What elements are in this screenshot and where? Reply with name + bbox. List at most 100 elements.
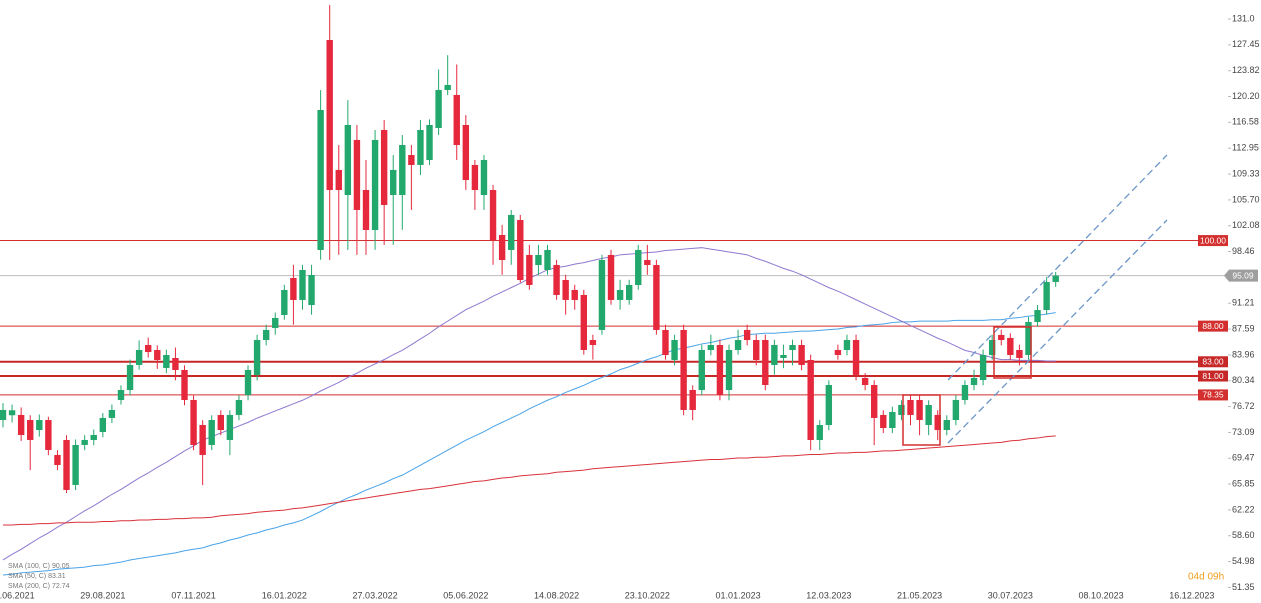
- candle-body: [126, 364, 134, 391]
- candle-body: [117, 390, 125, 400]
- candle-body: [145, 345, 152, 353]
- y-tick-label: 98.46: [1232, 246, 1255, 256]
- candle-body: [81, 439, 88, 445]
- candle-body: [834, 350, 842, 355]
- candle-body: [471, 164, 479, 191]
- candle-body: [54, 454, 61, 466]
- candle-body: [480, 159, 488, 196]
- candle-body: [889, 411, 896, 429]
- y-tick-label: 87.59: [1232, 323, 1255, 333]
- candle-body: [852, 340, 860, 375]
- legend-entry: SMA (200, C) 72.74: [8, 583, 70, 590]
- level-tag: [1198, 356, 1228, 368]
- candle-body: [1034, 310, 1041, 322]
- candle-body: [979, 354, 987, 381]
- candle-body: [662, 329, 669, 355]
- y-tick-label: 127.45: [1232, 39, 1260, 49]
- candle-body: [988, 340, 996, 355]
- candle-body: [943, 420, 950, 431]
- candles-layer: [0, 4, 1059, 493]
- candle-body: [362, 190, 370, 231]
- x-tick-label: 30.07.2023: [988, 590, 1033, 600]
- y-tick-label: 69.47: [1232, 453, 1255, 463]
- candle-body: [63, 439, 70, 490]
- candle-body: [843, 340, 851, 351]
- candle-body: [616, 289, 624, 300]
- candle-body: [172, 357, 179, 370]
- candle-body: [199, 425, 206, 455]
- x-tick-label: 05.06.2022: [443, 590, 488, 600]
- candle-body: [208, 420, 215, 445]
- candle-body: [90, 434, 97, 440]
- candle-body: [262, 329, 270, 341]
- candle-body: [1007, 337, 1014, 355]
- candle-body: [299, 270, 306, 300]
- y-tick-label: 131.0: [1232, 13, 1255, 23]
- candle-body: [17, 414, 25, 435]
- candle-body: [771, 345, 778, 365]
- candle-body: [898, 404, 905, 415]
- candle-body: [598, 260, 606, 330]
- candle-body: [435, 89, 442, 128]
- y-tick-label: 54.98: [1232, 556, 1255, 566]
- candle-body: [707, 345, 715, 351]
- y-tick-label: 76.72: [1232, 401, 1255, 411]
- trend-channel: [947, 154, 1168, 444]
- candle-body: [1043, 281, 1050, 311]
- candle-body: [780, 354, 787, 358]
- candle-body: [380, 129, 388, 205]
- candle-body: [217, 414, 224, 431]
- candle-body: [163, 354, 170, 368]
- level-label: 81.00: [1202, 371, 1224, 381]
- current-price-tag: [1224, 269, 1258, 282]
- legend-entry: SMA (50, C) 83.31: [8, 573, 66, 580]
- candle-body: [190, 399, 197, 445]
- candle-body: [544, 249, 551, 271]
- candle-body: [526, 254, 533, 285]
- candle-body: [244, 369, 252, 395]
- candle-body: [135, 350, 143, 365]
- candle-body: [580, 294, 587, 351]
- y-tick-label: 83.96: [1232, 349, 1255, 359]
- x-tick-label: 16.01.2022: [262, 590, 307, 600]
- y-tick-label: 73.09: [1232, 427, 1255, 437]
- candle-body: [517, 220, 524, 280]
- x-tick-label: 01.01.2023: [716, 590, 761, 600]
- candle-body: [998, 334, 1005, 341]
- candle-body: [762, 340, 769, 386]
- highlight-box: [993, 326, 1032, 379]
- candle-body: [371, 139, 379, 231]
- candle-body: [871, 385, 878, 418]
- candle-body: [317, 110, 324, 250]
- candle-body: [734, 340, 742, 351]
- y-tick-label: 116.58: [1232, 117, 1259, 127]
- y-tick-label: 112.95: [1232, 143, 1259, 153]
- candle-body: [653, 265, 660, 330]
- candle-body: [108, 409, 116, 418]
- x-tick-label: 14.08.2022: [534, 590, 579, 600]
- candle-body: [816, 425, 823, 440]
- ma-line: [3, 435, 1056, 526]
- candle-body: [154, 350, 161, 360]
- candle-body: [253, 340, 261, 375]
- x-tick-label: 23.10.2022: [625, 590, 670, 600]
- y-tick-label: 51.35: [1232, 582, 1255, 592]
- y-tick-label: 105.70: [1232, 194, 1260, 204]
- candle-body: [335, 169, 342, 191]
- candle-body: [698, 350, 705, 391]
- channel-lower: [947, 219, 1168, 444]
- candle-body: [72, 444, 79, 485]
- highlight-box: [902, 394, 941, 446]
- candle-body: [1016, 350, 1023, 358]
- candle-body: [716, 345, 724, 395]
- candle-body: [861, 377, 869, 386]
- candle-body: [571, 289, 578, 300]
- x-tick-label: 27.03.2022: [353, 590, 398, 600]
- candle-body: [462, 124, 470, 181]
- candle-body: [453, 94, 460, 146]
- x-tick-label: 21.05.2023: [897, 590, 942, 600]
- channel-upper: [947, 154, 1168, 381]
